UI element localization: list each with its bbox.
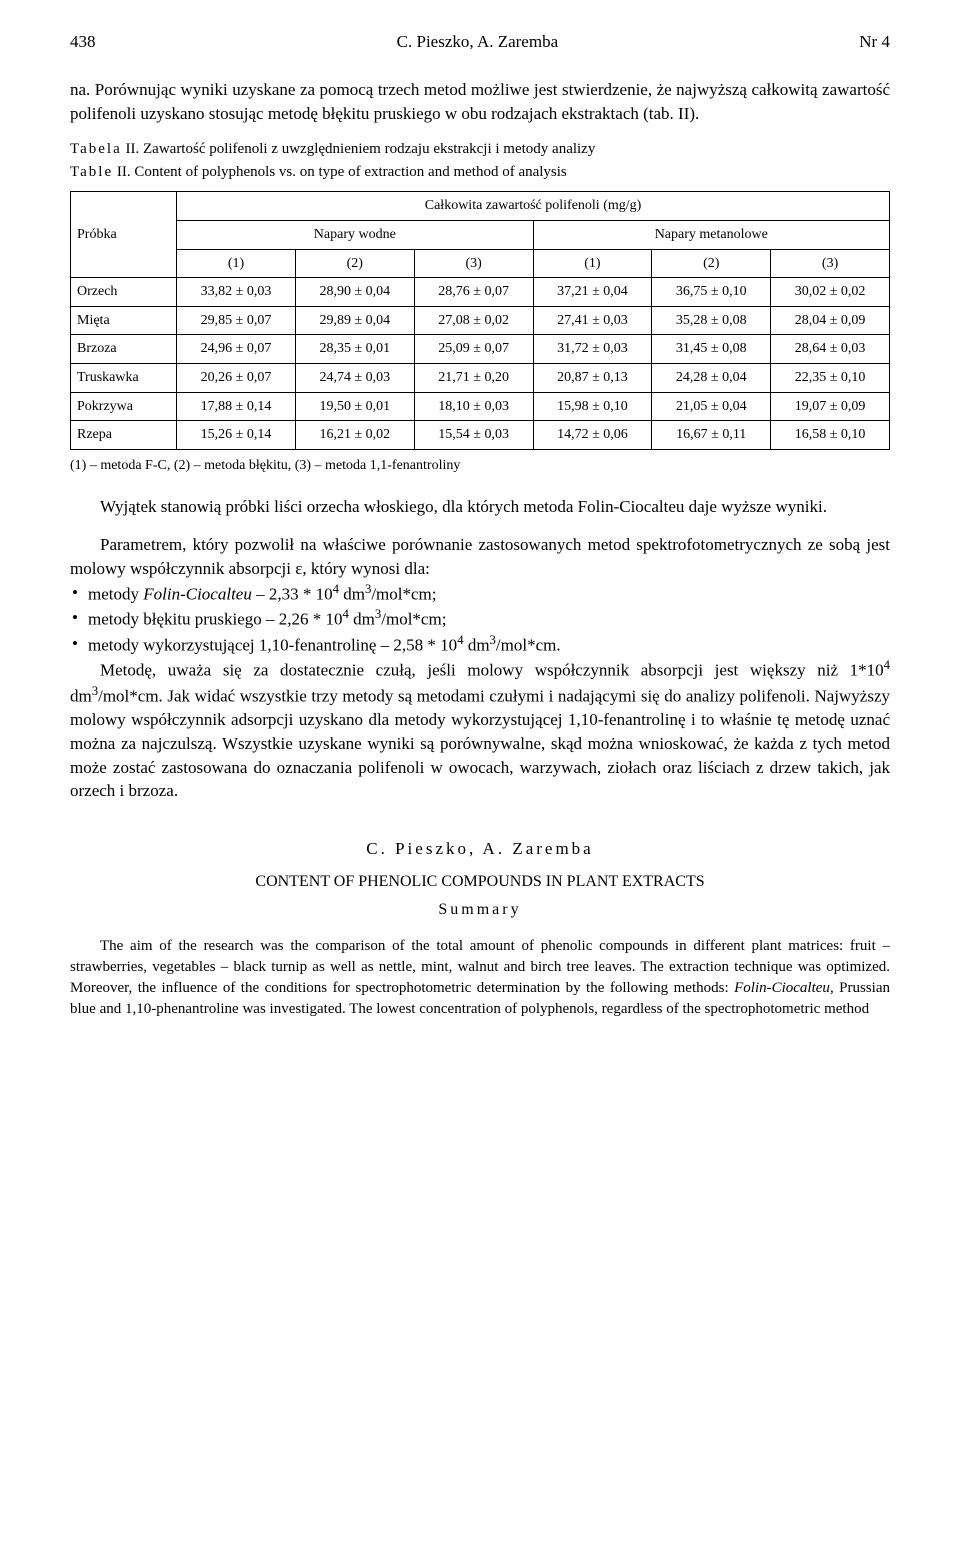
table-row: Mięta29,85 ± 0,0729,89 ± 0,0427,08 ± 0,0… — [71, 306, 890, 335]
table-group-header-row: Napary wodne Napary metanolowe — [71, 220, 890, 249]
sub-header-1: (2) — [295, 249, 414, 278]
table-cell: 36,75 ± 0,10 — [652, 278, 771, 307]
table-row: Truskawka20,26 ± 0,0724,74 ± 0,0321,71 ±… — [71, 363, 890, 392]
table-caption-pl: Tabela II. Zawartość polifenoli z uwzglę… — [70, 139, 890, 160]
body-p3: Metodę, uważa się za dostatecznie czułą,… — [70, 657, 890, 803]
table-cell: 15,26 ± 0,14 — [177, 421, 296, 450]
table-row: Orzech33,82 ± 0,0328,90 ± 0,0428,76 ± 0,… — [71, 278, 890, 307]
table-cell: 29,85 ± 0,07 — [177, 306, 296, 335]
page-header: 438 C. Pieszko, A. Zaremba Nr 4 — [70, 30, 890, 54]
summary-sub: Summary — [70, 899, 890, 921]
table-body: Orzech33,82 ± 0,0328,90 ± 0,0428,76 ± 0,… — [71, 278, 890, 450]
bullet-item: metody Folin-Ciocalteu – 2,33 * 104 dm3/… — [70, 581, 890, 606]
table-row: Pokrzywa17,88 ± 0,1419,50 ± 0,0118,10 ± … — [71, 392, 890, 421]
table-cell: 21,05 ± 0,04 — [652, 392, 771, 421]
table-cell: 27,08 ± 0,02 — [414, 306, 533, 335]
table-cell: 24,96 ± 0,07 — [177, 335, 296, 364]
sub-header-5: (3) — [771, 249, 890, 278]
table-cell: 28,76 ± 0,07 — [414, 278, 533, 307]
table-cell: 27,41 ± 0,03 — [533, 306, 652, 335]
sub-header-4: (2) — [652, 249, 771, 278]
row-label: Mięta — [71, 306, 177, 335]
table-cell: 28,90 ± 0,04 — [295, 278, 414, 307]
table-cell: 16,21 ± 0,02 — [295, 421, 414, 450]
table-cell: 20,87 ± 0,13 — [533, 363, 652, 392]
table-footnote: (1) – metoda F-C, (2) – metoda błękitu, … — [70, 456, 890, 476]
table-cell: 24,74 ± 0,03 — [295, 363, 414, 392]
table-sub-header-row: (1)(2)(3)(1)(2)(3) — [71, 249, 890, 278]
table-row: Brzoza24,96 ± 0,0728,35 ± 0,0125,09 ± 0,… — [71, 335, 890, 364]
row-label: Orzech — [71, 278, 177, 307]
table-cell: 18,10 ± 0,03 — [414, 392, 533, 421]
row-label: Pokrzywa — [71, 392, 177, 421]
table-cell: 14,72 ± 0,06 — [533, 421, 652, 450]
bullet-item: metody wykorzystującej 1,10-fenantrolinę… — [70, 632, 890, 657]
sub-header-3: (1) — [533, 249, 652, 278]
bullet-item: metody błękitu pruskiego – 2,26 * 104 dm… — [70, 606, 890, 631]
polyphenol-table: Próbka Całkowita zawartość polifenoli (m… — [70, 191, 890, 449]
summary-text: The aim of the research was the comparis… — [70, 936, 890, 1020]
table-super-header: Całkowita zawartość polifenoli (mg/g) — [177, 192, 890, 221]
table-cell: 20,26 ± 0,07 — [177, 363, 296, 392]
table-cell: 33,82 ± 0,03 — [177, 278, 296, 307]
table-cell: 30,02 ± 0,02 — [771, 278, 890, 307]
intro-paragraph: na. Porównując wyniki uzyskane za pomocą… — [70, 78, 890, 126]
sub-header-2: (3) — [414, 249, 533, 278]
table-cell: 16,58 ± 0,10 — [771, 421, 890, 450]
table-cell: 25,09 ± 0,07 — [414, 335, 533, 364]
table-cell: 15,54 ± 0,03 — [414, 421, 533, 450]
sub-header-0: (1) — [177, 249, 296, 278]
table-cell: 19,07 ± 0,09 — [771, 392, 890, 421]
row-label: Brzoza — [71, 335, 177, 364]
row-label: Truskawka — [71, 363, 177, 392]
table-cell: 29,89 ± 0,04 — [295, 306, 414, 335]
table-cell: 21,71 ± 0,20 — [414, 363, 533, 392]
bullet-list: metody Folin-Ciocalteu – 2,33 * 104 dm3/… — [70, 581, 890, 657]
group-header-0: Napary wodne — [177, 220, 533, 249]
table-cell: 31,72 ± 0,03 — [533, 335, 652, 364]
body-p1: Wyjątek stanowią próbki liści orzecha wł… — [70, 495, 890, 519]
table-cell: 28,64 ± 0,03 — [771, 335, 890, 364]
header-issue: Nr 4 — [859, 30, 890, 54]
summary-authors: C. Pieszko, A. Zaremba — [70, 837, 890, 861]
group-header-1: Napary metanolowe — [533, 220, 889, 249]
summary-title: CONTENT OF PHENOLIC COMPOUNDS IN PLANT E… — [70, 871, 890, 893]
table-cell: 35,28 ± 0,08 — [652, 306, 771, 335]
table-cell: 17,88 ± 0,14 — [177, 392, 296, 421]
body-p2: Parametrem, który pozwolił na właściwe p… — [70, 533, 890, 581]
table-cell: 24,28 ± 0,04 — [652, 363, 771, 392]
table-cell: 28,35 ± 0,01 — [295, 335, 414, 364]
table-corner: Próbka — [71, 192, 177, 278]
table-cell: 16,67 ± 0,11 — [652, 421, 771, 450]
table-caption-en: Table II. Content of polyphenols vs. on … — [70, 162, 890, 183]
table-row: Rzepa15,26 ± 0,1416,21 ± 0,0215,54 ± 0,0… — [71, 421, 890, 450]
table-cell: 31,45 ± 0,08 — [652, 335, 771, 364]
table-cell: 19,50 ± 0,01 — [295, 392, 414, 421]
page-number: 438 — [70, 30, 96, 54]
table-cell: 37,21 ± 0,04 — [533, 278, 652, 307]
row-label: Rzepa — [71, 421, 177, 450]
table-cell: 22,35 ± 0,10 — [771, 363, 890, 392]
header-authors: C. Pieszko, A. Zaremba — [397, 30, 558, 54]
table-cell: 15,98 ± 0,10 — [533, 392, 652, 421]
table-cell: 28,04 ± 0,09 — [771, 306, 890, 335]
